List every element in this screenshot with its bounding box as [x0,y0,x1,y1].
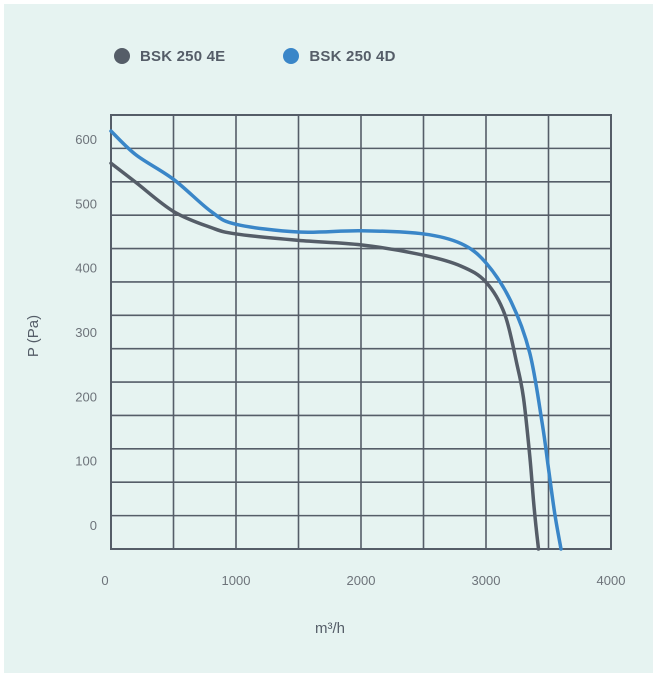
legend-label-4d: BSK 250 4D [309,47,396,65]
y-axis-title: P (Pa) [25,315,42,357]
series-line-4d [109,129,563,551]
x-tick-label: 3000 [472,573,501,588]
x-tick-label: 1000 [222,573,251,588]
y-tick-label: 500 [75,196,97,211]
x-axis-title: m³/h [315,620,345,637]
x-tick-labels: 0 1000 2000 3000 4000 [101,573,625,588]
legend-swatch-4e [114,48,130,64]
x-tick-label: 0 [101,573,108,588]
x-tick-label: 2000 [347,573,376,588]
y-tick-labels: 0 100 200 300 400 500 600 [75,132,97,533]
grid [110,114,612,550]
legend: BSK 250 4E BSK 250 4D [114,44,454,68]
y-tick-label: 200 [75,389,97,404]
legend-label-4e: BSK 250 4E [140,47,226,65]
series-line-4e [109,161,541,551]
legend-item-4d: BSK 250 4D [283,48,395,65]
y-tick-label: 300 [75,325,97,340]
y-tick-label: 600 [75,132,97,147]
x-tick-label: 4000 [597,573,626,588]
y-tick-label: 400 [75,261,97,276]
y-tick-label: 0 [90,518,97,533]
legend-item-4e: BSK 250 4E [114,48,225,65]
y-tick-label: 100 [75,454,97,469]
series-lines [109,129,563,551]
legend-swatch-4d [283,48,300,64]
